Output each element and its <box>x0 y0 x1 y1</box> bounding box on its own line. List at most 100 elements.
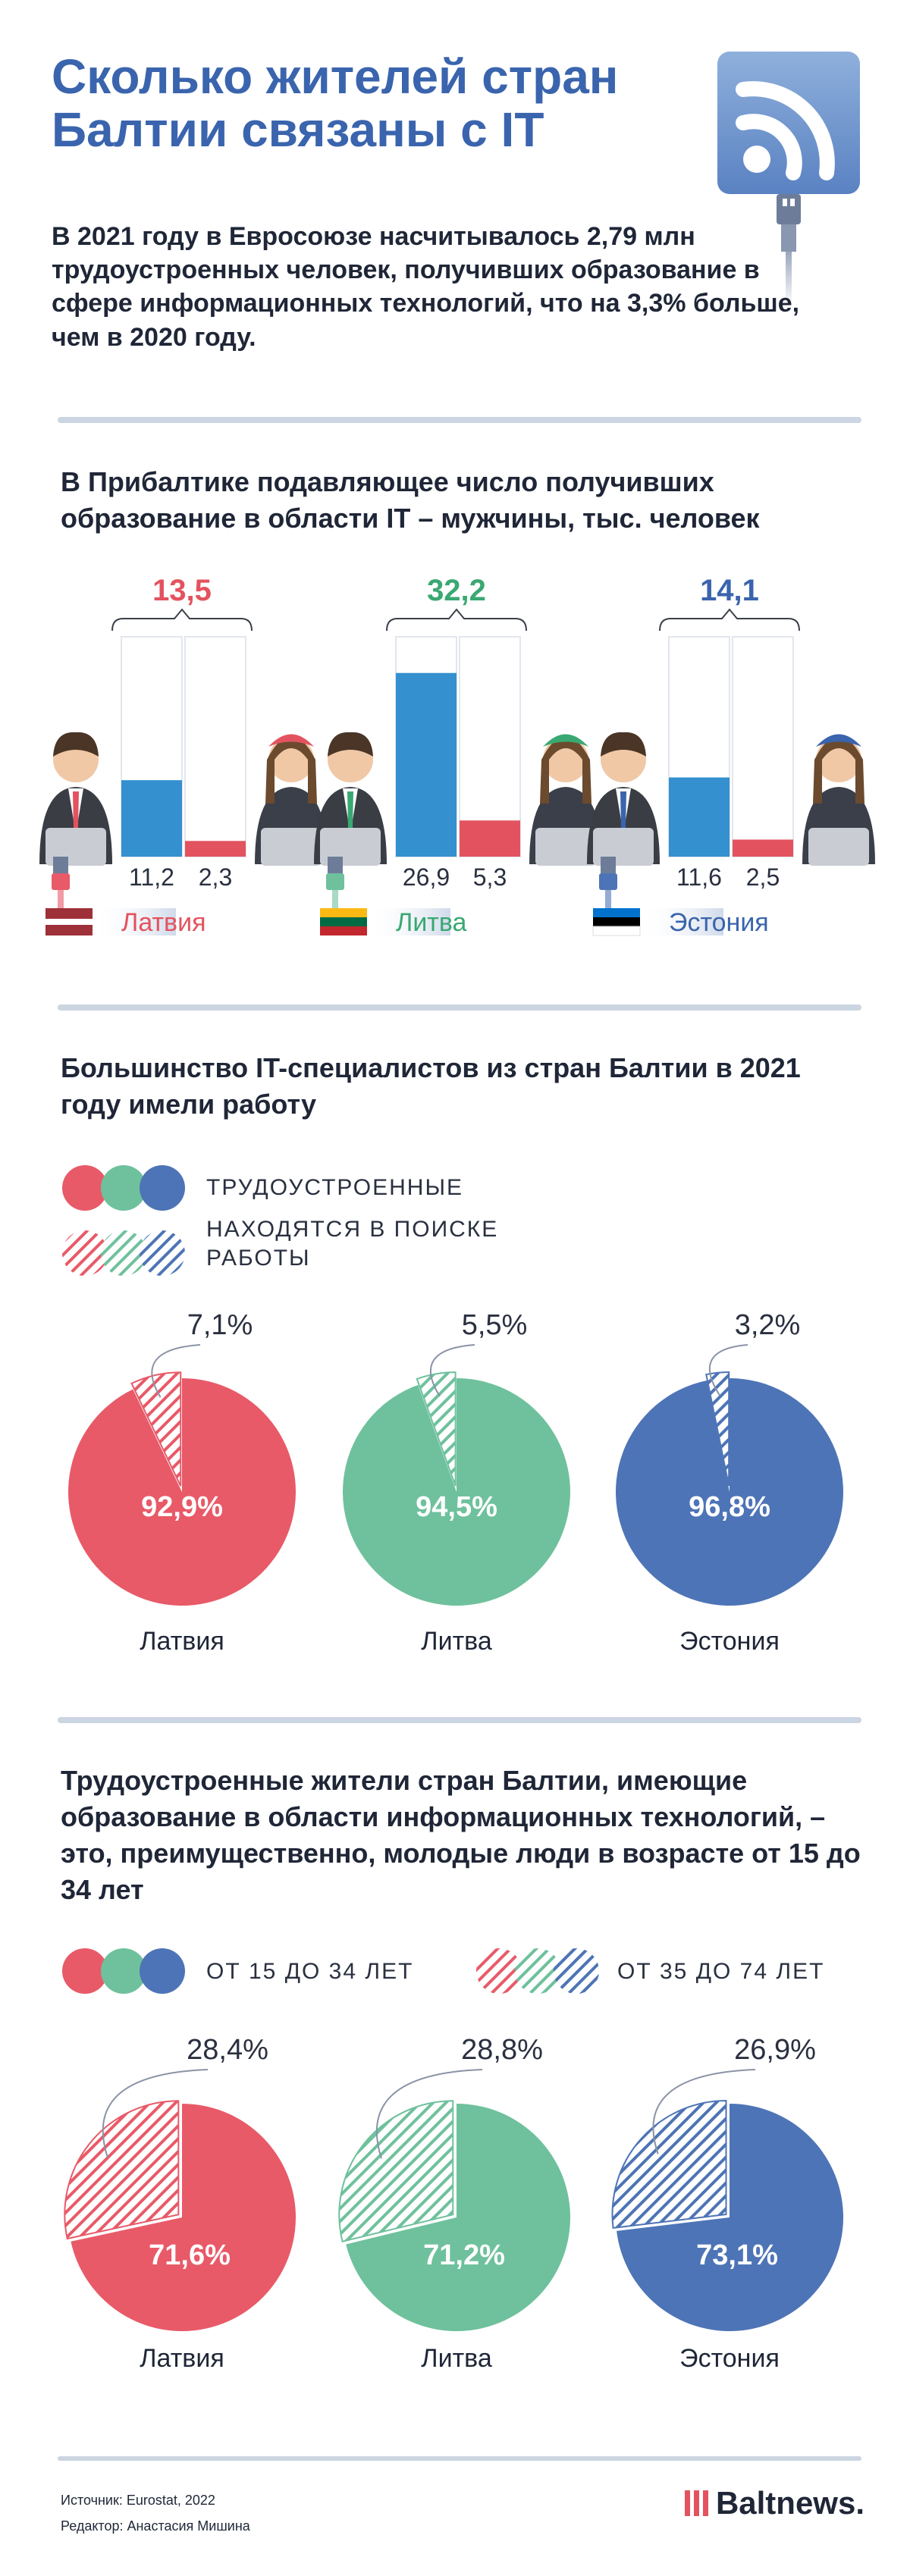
pie-country-label: Литва <box>421 2344 492 2373</box>
divider <box>58 2456 861 2461</box>
pie-estonia: 73,1% 26,9% Эстония <box>611 2034 843 2373</box>
bar-value-male: 26,9 <box>403 863 450 891</box>
pie-slice-minor <box>64 2100 180 2240</box>
pie-country-label: Эстония <box>679 1627 780 1656</box>
divider <box>58 1004 861 1011</box>
total-bracket <box>659 608 800 631</box>
bar-value-female: 2,3 <box>199 863 232 891</box>
total-bracket <box>111 608 253 631</box>
pie-main-value: 96,8% <box>689 1491 770 1523</box>
leader-line <box>375 2069 483 2159</box>
legend-employed-label: ТРУДОУСТРОЕННЫЕ <box>206 1175 464 1200</box>
legend-older-label: ОТ 35 ДО 74 ЛЕТ <box>617 1959 825 1984</box>
pie-slice-main <box>346 2104 570 2331</box>
legend-young-label: ОТ 15 ДО 34 ЛЕТ <box>206 1959 414 1984</box>
pie-minor-value: 26,9% <box>734 2034 816 2066</box>
pie-main-value: 94,5% <box>416 1491 497 1523</box>
section2-legend <box>62 1165 185 1276</box>
legend-hatch-latvia <box>62 1230 108 1276</box>
bar-female-lithuania <box>460 820 520 857</box>
pie-slice-minor <box>130 1371 182 1487</box>
pie-country-label: Литва <box>421 1627 492 1656</box>
legend-swatch-lithuania <box>101 1948 146 1994</box>
pie-lithuania: 94,5% 5,5% Литва <box>343 1309 571 1656</box>
total-label-estonia: 14,1 <box>700 574 759 607</box>
brand-bars-icon <box>684 2490 708 2516</box>
section3-title: Трудоустроенные жители стран Балтии, име… <box>61 1765 861 1905</box>
bar-male-estonia <box>669 777 730 857</box>
usb-plug-icon <box>599 857 617 908</box>
brand-logo: Baltnews. <box>684 2485 864 2521</box>
total-label-lithuania: 32,2 <box>427 574 486 607</box>
legend-swatch-latvia <box>62 1165 108 1211</box>
pie-minor-value: 28,8% <box>461 2034 543 2066</box>
pie-main-value: 71,2% <box>423 2239 505 2271</box>
pie-minor-value: 3,2% <box>735 1309 801 1341</box>
brand-name: Baltnews. <box>715 2485 864 2521</box>
bar-frame-female <box>184 636 246 857</box>
pie-country-label: Латвия <box>140 2344 224 2373</box>
pie-slice-minor <box>416 1371 457 1487</box>
section2-title: Большинство IT-специалистов из стран Бал… <box>61 1052 801 1120</box>
source-text: Источник: Eurostat, 2022 <box>61 2493 215 2508</box>
pie-slice-minor <box>338 2100 454 2242</box>
employment-pie-charts: 92,9% 7,1% Латвия 94,5% 5,5% Литва 96,8% 3,2% Эс… <box>67 1309 843 1656</box>
country-label-latvia: Латвия <box>121 908 206 937</box>
legend-swatch-estonia <box>140 1165 185 1211</box>
legend-hatch-lithuania <box>101 1230 146 1276</box>
leader-line <box>652 2069 756 2155</box>
pie-country-label: Латвия <box>140 1627 224 1656</box>
bar-male-latvia <box>121 780 182 857</box>
pie-slice-main <box>71 2104 296 2331</box>
bar-value-female: 2,5 <box>746 863 780 891</box>
leader-line <box>708 1344 748 1396</box>
flag-latvia-icon <box>46 908 176 935</box>
country-label-lithuania: Литва <box>396 908 467 937</box>
pie-country-label: Эстония <box>679 2344 780 2373</box>
country-group-estonia: 14,1 11,6 2,5 Эстония <box>587 574 875 937</box>
legend-searching-label: НАХОДЯТСЯ В ПОИСКЕ РАБОТЫ <box>206 1217 499 1271</box>
legend-swatch-latvia <box>62 1948 108 1994</box>
divider <box>58 417 861 423</box>
country-group-latvia: 13,5 11,2 2,3 Латвия <box>39 574 328 937</box>
bar-value-male: 11,2 <box>129 863 174 891</box>
pie-lithuania: 71,2% 28,8% Литва <box>338 2034 570 2373</box>
total-label-latvia: 13,5 <box>152 574 212 607</box>
usb-plug-icon <box>52 857 70 908</box>
pie-main-value: 92,9% <box>141 1491 223 1523</box>
pie-minor-value: 7,1% <box>187 1309 253 1341</box>
bar-value-male: 11,6 <box>676 863 722 891</box>
total-bracket <box>386 608 527 631</box>
pie-main-value: 71,6% <box>149 2239 231 2271</box>
bar-female-estonia <box>733 839 793 857</box>
pie-main-value: 73,1% <box>696 2239 778 2271</box>
bar-value-female: 5,3 <box>473 863 507 891</box>
legend-hatch-estonia <box>140 1230 185 1276</box>
pie-minor-value: 28,4% <box>187 2034 268 2066</box>
pie-minor-value: 5,5% <box>462 1309 528 1341</box>
page-title: Сколько жителей стран Балтии связаны с I… <box>52 49 619 158</box>
legend-hatch-lithuania <box>515 1948 560 1994</box>
leader-line <box>102 2069 209 2158</box>
pie-slice-minor <box>705 1371 730 1487</box>
rss-usb-icon <box>717 52 860 306</box>
pie-slice-main <box>343 1378 571 1606</box>
intro-text: В 2021 году в Евросоюзе насчитывалось 2,… <box>52 222 800 352</box>
pie-slice-main <box>67 1378 296 1606</box>
leader-line <box>151 1344 201 1398</box>
flag-lithuania-icon <box>320 908 450 935</box>
leader-line <box>429 1344 475 1397</box>
section1-title: В Прибалтике подавляющее число получивши… <box>61 466 760 534</box>
editor-text: Редактор: Анастасия Мишина <box>61 2518 250 2534</box>
usb-plug-icon <box>326 857 344 908</box>
legend-swatch-lithuania <box>101 1165 146 1211</box>
pie-estonia: 96,8% 3,2% Эстония <box>616 1309 843 1656</box>
bar-male-lithuania <box>396 672 457 857</box>
flag-estonia-icon <box>592 908 723 936</box>
pie-slice-main <box>617 2104 843 2331</box>
pie-latvia: 71,6% 28,4% Латвия <box>64 2034 296 2373</box>
pie-slice-minor <box>611 2100 727 2229</box>
